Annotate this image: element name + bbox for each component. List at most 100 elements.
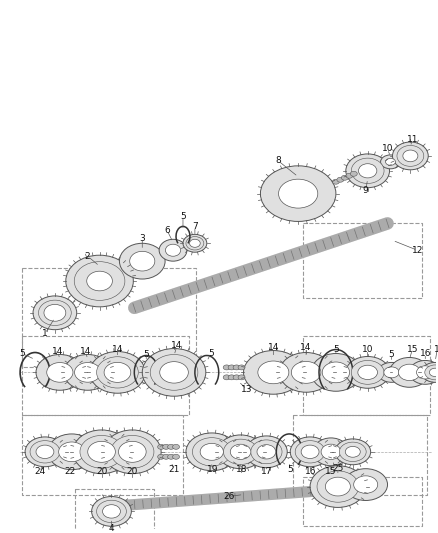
Ellipse shape (300, 445, 318, 458)
Ellipse shape (44, 304, 66, 321)
Ellipse shape (334, 439, 370, 465)
Ellipse shape (183, 235, 206, 252)
Ellipse shape (33, 296, 77, 330)
Ellipse shape (416, 366, 433, 379)
Ellipse shape (223, 365, 230, 370)
Text: 20: 20 (126, 467, 138, 476)
Ellipse shape (332, 179, 339, 184)
Ellipse shape (87, 271, 112, 291)
Ellipse shape (420, 362, 438, 382)
Ellipse shape (350, 171, 357, 176)
Ellipse shape (167, 445, 174, 449)
Ellipse shape (167, 454, 174, 459)
Text: 1: 1 (42, 329, 48, 338)
Ellipse shape (64, 354, 111, 390)
Ellipse shape (36, 445, 54, 458)
Text: 17: 17 (260, 467, 272, 476)
Text: 14: 14 (52, 347, 64, 356)
Text: 6: 6 (164, 226, 170, 235)
Ellipse shape (350, 158, 383, 183)
Text: 16: 16 (304, 467, 316, 476)
Ellipse shape (74, 262, 124, 301)
Ellipse shape (294, 441, 324, 463)
Ellipse shape (162, 445, 169, 449)
Ellipse shape (150, 354, 198, 390)
Text: 18: 18 (235, 465, 247, 474)
Ellipse shape (104, 362, 131, 382)
Ellipse shape (217, 435, 263, 469)
Ellipse shape (74, 362, 101, 382)
Ellipse shape (186, 237, 203, 250)
Ellipse shape (357, 365, 377, 379)
Ellipse shape (278, 179, 317, 208)
Ellipse shape (96, 357, 138, 388)
Text: 20: 20 (97, 467, 108, 476)
Ellipse shape (172, 445, 179, 449)
Ellipse shape (339, 442, 365, 462)
Ellipse shape (228, 365, 235, 370)
Ellipse shape (157, 445, 164, 449)
Bar (302, 336, 429, 415)
Ellipse shape (102, 505, 120, 518)
Ellipse shape (396, 146, 423, 166)
Ellipse shape (383, 367, 398, 378)
Text: 13: 13 (240, 385, 252, 394)
Bar (22, 336, 188, 415)
Bar (293, 415, 426, 495)
Ellipse shape (119, 243, 165, 279)
Ellipse shape (279, 352, 332, 392)
Ellipse shape (345, 357, 389, 388)
Ellipse shape (189, 239, 200, 247)
Ellipse shape (25, 437, 65, 467)
Text: 9: 9 (362, 186, 368, 195)
Text: 14: 14 (80, 347, 91, 356)
Text: 7: 7 (191, 222, 197, 231)
Ellipse shape (250, 440, 281, 464)
Ellipse shape (36, 354, 84, 390)
Text: 14: 14 (267, 343, 279, 352)
Bar (22, 415, 183, 495)
Ellipse shape (345, 173, 352, 178)
Ellipse shape (48, 434, 95, 470)
Text: 5: 5 (19, 349, 25, 358)
Ellipse shape (377, 362, 404, 382)
Text: 22: 22 (64, 467, 75, 476)
Ellipse shape (89, 352, 145, 393)
Ellipse shape (389, 358, 428, 387)
Ellipse shape (92, 497, 131, 526)
Bar (74, 489, 154, 533)
Ellipse shape (66, 255, 133, 307)
Text: 5: 5 (388, 350, 393, 359)
Text: 1: 1 (433, 345, 438, 354)
Ellipse shape (311, 353, 360, 391)
Ellipse shape (159, 239, 187, 261)
Ellipse shape (129, 252, 155, 271)
Ellipse shape (325, 477, 350, 496)
Text: 14: 14 (171, 341, 182, 350)
Text: 14: 14 (112, 345, 123, 354)
Ellipse shape (118, 441, 146, 462)
Ellipse shape (103, 430, 161, 474)
Ellipse shape (59, 442, 85, 462)
Bar (22, 268, 195, 367)
Text: 5: 5 (143, 350, 149, 359)
Text: 21: 21 (168, 465, 179, 474)
Text: 5: 5 (287, 465, 293, 474)
Ellipse shape (223, 439, 257, 464)
Ellipse shape (350, 360, 383, 384)
Bar (302, 223, 421, 298)
Ellipse shape (402, 150, 417, 161)
Ellipse shape (309, 466, 365, 507)
Text: 16: 16 (419, 349, 430, 358)
Text: 4: 4 (109, 524, 114, 533)
Text: 15: 15 (325, 467, 336, 476)
Ellipse shape (73, 430, 130, 474)
Ellipse shape (228, 375, 235, 380)
Ellipse shape (345, 154, 389, 188)
Ellipse shape (343, 469, 387, 500)
Ellipse shape (88, 441, 115, 462)
Ellipse shape (256, 445, 275, 459)
Ellipse shape (398, 364, 419, 381)
Ellipse shape (291, 361, 320, 383)
Ellipse shape (80, 435, 123, 468)
